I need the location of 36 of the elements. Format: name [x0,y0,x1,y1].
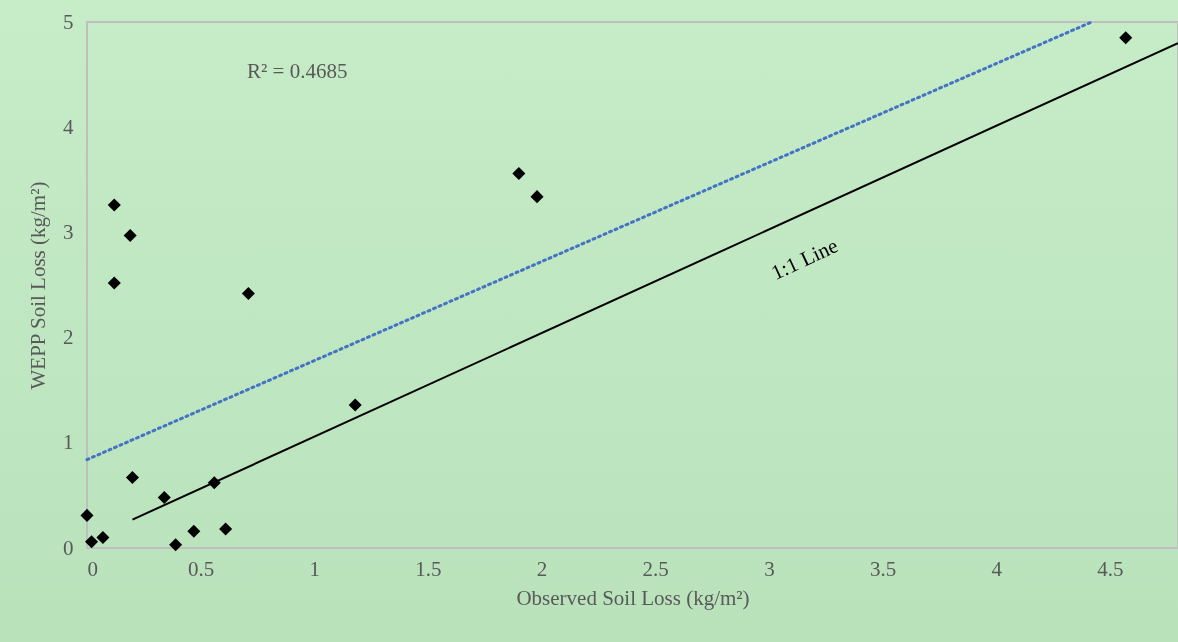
point [125,471,139,485]
y-tick-label: 3 [63,219,74,244]
y-tick-label: 2 [63,325,74,350]
y-tick-label: 5 [63,9,74,34]
point [85,535,99,549]
x-tick-label: 4.5 [1097,556,1124,581]
point [157,490,171,505]
y-tick-label: 4 [63,114,74,139]
point [530,190,544,204]
x-tick-label: 2 [536,556,548,581]
point [219,522,233,536]
point [107,198,121,212]
x-tick-label: 3.5 [869,556,897,581]
point [96,530,110,544]
y-axis-title: WEPP Soil Loss (kg/m²) [26,181,50,390]
x-tick-label: 4 [991,556,1003,581]
point [80,508,94,522]
x-tick-label: 1.5 [415,556,442,581]
point [107,276,121,290]
point [123,229,137,243]
x-tick-label: 0 [87,556,98,581]
point [512,166,526,181]
x-tick-label: 2.5 [642,556,669,581]
x-tick-label: 0.5 [188,556,215,581]
point [169,538,183,552]
x-tick-label: 3 [764,556,775,581]
y-tick-label: 1 [63,430,74,455]
x-tick-label: 1 [309,556,321,581]
x-axis-title: Observed Soil Loss (kg/m²) [516,585,750,610]
point [1119,31,1133,45]
annotation: R² = 0.4685 [247,59,348,83]
y-tick-label: 0 [63,535,74,560]
point [241,286,255,300]
point [348,398,362,412]
point [187,524,201,538]
annotation: 1:1 Line [767,233,842,285]
